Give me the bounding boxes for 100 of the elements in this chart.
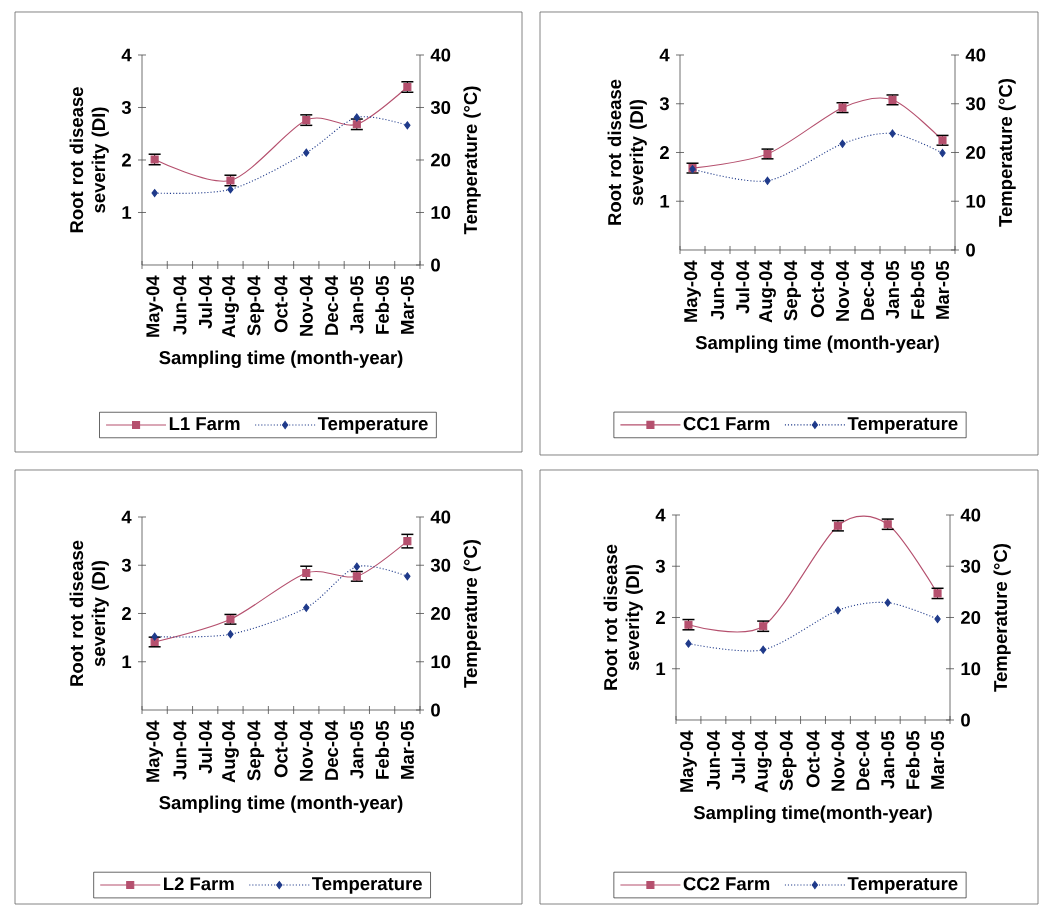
y2-tick-label: 20	[966, 145, 986, 160]
x-tick-label: May-04	[146, 720, 164, 782]
x-tick-label: Feb-05	[910, 260, 925, 319]
y2-tick-label: 20	[431, 153, 451, 167]
x-tick-label: Mar-05	[400, 720, 414, 779]
x-tick-label: Oct-04	[274, 275, 288, 333]
y-axis-title: Root rot disease severity (DI)	[607, 79, 647, 225]
x-tick-label: Dec-04	[856, 730, 870, 790]
y-axis-title: Root rot disease severity (DI)	[69, 540, 109, 686]
x-tick-label: May-04	[146, 275, 164, 337]
x-tick-label: Mar-05	[931, 730, 945, 789]
x-tick-label: Feb-05	[375, 720, 389, 779]
x-tick-label: Feb-05	[375, 275, 389, 334]
x-tick-label: Sep-04	[247, 275, 265, 336]
legend-label: CC1 Farm	[683, 417, 770, 431]
x-tick-label: Oct-04	[810, 260, 825, 318]
x-tick-label: Jul-04	[731, 730, 746, 784]
x-tick-label: Jan-05	[350, 720, 364, 779]
y2-tick-label: 30	[430, 558, 451, 572]
y2-tick-label: 0	[431, 703, 440, 717]
x-axis-title: Sampling time (month-year)	[695, 335, 939, 353]
x-tick-label: Oct-04	[274, 720, 288, 778]
legend-label: L2 Farm	[164, 877, 234, 891]
y2-tick-label: 0	[961, 713, 970, 727]
x-tick-label: Oct-04	[806, 730, 820, 788]
y-tick-label: 2	[121, 153, 131, 167]
x-tick-label: Nov-04	[831, 730, 845, 791]
y-tick-label: 1	[660, 194, 670, 208]
y-tick-label: 1	[122, 655, 132, 669]
y2-tick-label: 40	[430, 510, 451, 524]
x-tick-label: Nov-04	[835, 260, 850, 321]
y-tick-label: 4	[121, 48, 132, 62]
x-tick-label: Jan-05	[350, 275, 364, 334]
y-tick-label: 4	[121, 510, 132, 524]
y2-tick-label: 30	[430, 100, 451, 115]
y2-tick-label: 10	[966, 194, 986, 208]
x-tick-label: Aug-04	[759, 260, 776, 323]
y2-tick-label: 30	[960, 559, 981, 573]
y2-tick-label: 40	[965, 48, 986, 62]
x-tick-label: Jun-04	[710, 260, 725, 320]
y-tick-label: 3	[121, 100, 131, 115]
legend-label: Temperature	[847, 877, 958, 894]
x-tick-label: Aug-04	[754, 730, 772, 793]
y-axis-title: Root rot disease severity (DI)	[603, 544, 643, 690]
y2-tick-label: 10	[431, 205, 451, 220]
x-tick-label: Dec-04	[325, 720, 339, 780]
y2-tick-label: 10	[961, 662, 981, 676]
y2-axis-title: Temperature (°C)	[463, 86, 481, 235]
x-tick-label: Jul-04	[735, 260, 750, 314]
y-tick-label: 4	[659, 48, 670, 62]
x-tick-label: Jun-04	[706, 730, 720, 790]
x-axis-title: Sampling time (month-year)	[159, 795, 403, 813]
y2-tick-label: 30	[965, 97, 986, 111]
x-tick-label: Jun-04	[173, 275, 187, 335]
y-tick-label: 1	[656, 662, 666, 676]
legend-label: L1 Farm	[169, 417, 240, 431]
x-tick-label: Sep-04	[784, 260, 801, 321]
x-tick-label: Dec-04	[860, 260, 875, 320]
y-tick-label: 2	[121, 607, 131, 620]
y-axis-title: Root rot disease severity (DI)	[69, 87, 109, 233]
x-tick-label: Aug-04	[222, 275, 239, 338]
y2-tick-label: 40	[960, 508, 981, 522]
x-tick-label: Jul-04	[198, 275, 212, 329]
y2-tick-label: 0	[431, 258, 440, 272]
y-tick-label: 1	[122, 206, 132, 219]
x-tick-label: May-04	[680, 730, 697, 792]
y2-axis-title: Temperature (°C)	[998, 78, 1016, 227]
x-tick-label: Nov-04	[299, 720, 313, 781]
x-tick-label: Feb-05	[905, 730, 920, 789]
x-tick-label: Jan-05	[885, 260, 900, 319]
y-tick-label: 2	[656, 611, 665, 624]
x-tick-label: Sep-04	[779, 730, 797, 791]
x-axis-title: Sampling time (month-year)	[159, 350, 403, 368]
x-axis-title: Sampling time(month-year)	[693, 805, 932, 823]
y-tick-label: 4	[655, 508, 666, 522]
legend-label: Temperature	[312, 877, 422, 894]
y-tick-label: 2	[659, 146, 669, 159]
y2-tick-label: 0	[966, 243, 975, 257]
legend-label: Temperature	[317, 417, 428, 434]
y-tick-label: 3	[655, 559, 665, 573]
y2-tick-label: 20	[961, 610, 981, 625]
x-tick-label: Mar-05	[935, 260, 950, 319]
y2-axis-title: Temperature (°C)	[463, 539, 481, 688]
x-tick-label: Sep-04	[247, 720, 265, 781]
legend-label: CC2 Farm	[683, 877, 770, 891]
x-tick-label: Jul-04	[198, 720, 212, 774]
y2-axis-title: Temperature (°C)	[993, 543, 1011, 692]
x-tick-label: Jan-05	[881, 730, 895, 789]
x-tick-label: Aug-04	[222, 720, 239, 783]
x-tick-label: Nov-04	[299, 275, 313, 336]
y-tick-label: 3	[121, 558, 131, 572]
x-tick-label: Dec-04	[325, 275, 339, 335]
legend-label: Temperature	[847, 417, 958, 434]
x-tick-label: Mar-05	[400, 275, 414, 334]
y2-tick-label: 40	[430, 48, 451, 62]
y2-tick-label: 20	[431, 606, 451, 621]
x-tick-label: Jun-04	[173, 720, 187, 780]
x-tick-label: May-04	[684, 260, 701, 322]
y2-tick-label: 10	[431, 655, 451, 669]
y-tick-label: 3	[659, 97, 669, 111]
